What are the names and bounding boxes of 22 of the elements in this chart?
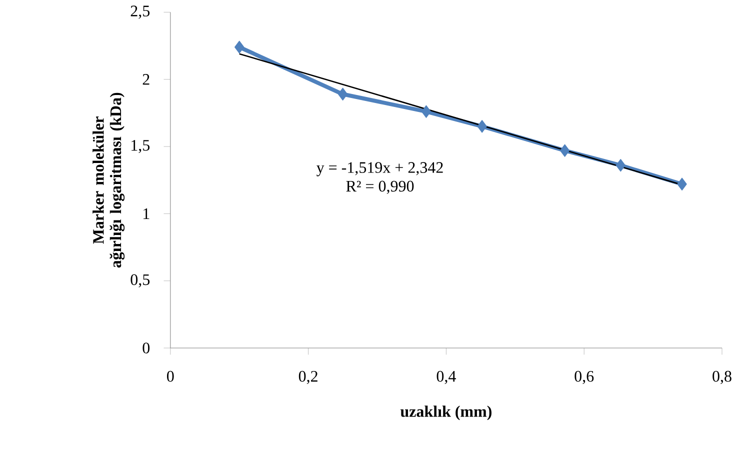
annotation: y = -1,519x + 2,342: [316, 162, 443, 176]
point: [421, 105, 432, 118]
annotation: R² = 0,990: [346, 180, 414, 194]
point: [616, 158, 626, 172]
y-tick-label: 0: [142, 342, 150, 354]
point: [234, 40, 244, 54]
x-tick-label: 0,2: [298, 370, 318, 384]
x-tick-label: 0: [167, 370, 174, 382]
point: [560, 144, 570, 157]
point: [677, 178, 687, 190]
y-tick-label: 2: [142, 74, 150, 85]
point: [338, 88, 348, 100]
x-tick-label: 0,6: [574, 370, 594, 384]
y-tick-label: 2,5: [130, 6, 150, 19]
y-axis-title: Marker moleküler ağırlığı logaritması (kDa): [92, 92, 125, 268]
y-tick-label: 1: [144, 208, 150, 219]
x-tick-label: 0,4: [436, 370, 456, 384]
y-tick-label: 1,5: [132, 140, 150, 154]
x-tick-label: 0,8: [712, 370, 732, 384]
point: [477, 120, 487, 133]
y-tick-label: 0,5: [130, 274, 150, 288]
x-axis-title: uzaklık (mm): [400, 406, 492, 420]
